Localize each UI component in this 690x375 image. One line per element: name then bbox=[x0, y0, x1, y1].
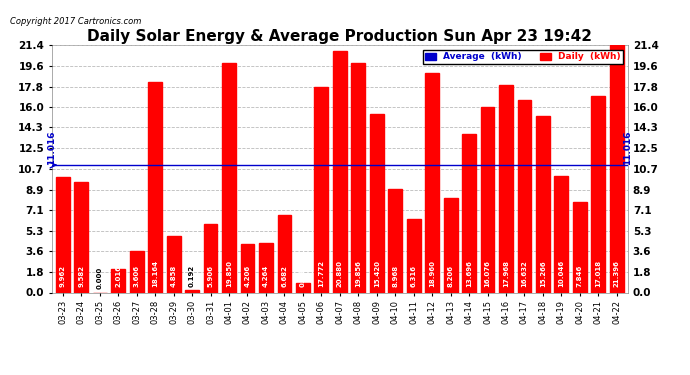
Bar bbox=[407, 219, 421, 292]
Bar bbox=[425, 73, 439, 292]
Bar bbox=[111, 269, 125, 292]
Text: 8.206: 8.206 bbox=[448, 265, 453, 287]
Bar bbox=[204, 224, 217, 292]
Text: 0.192: 0.192 bbox=[189, 265, 195, 287]
Text: 16.076: 16.076 bbox=[484, 260, 491, 287]
Bar bbox=[333, 51, 347, 292]
Text: 10.046: 10.046 bbox=[558, 260, 564, 287]
Bar bbox=[351, 63, 365, 292]
Text: 9.582: 9.582 bbox=[78, 265, 84, 287]
Text: Copyright 2017 Cartronics.com: Copyright 2017 Cartronics.com bbox=[10, 17, 141, 26]
Text: 0.792: 0.792 bbox=[300, 265, 306, 287]
Text: 19.856: 19.856 bbox=[355, 260, 362, 287]
Bar bbox=[518, 100, 531, 292]
Text: 21.396: 21.396 bbox=[614, 260, 620, 287]
Text: 3.606: 3.606 bbox=[134, 265, 139, 287]
Text: 9.962: 9.962 bbox=[60, 265, 66, 287]
Bar bbox=[75, 182, 88, 292]
Text: 7.846: 7.846 bbox=[577, 264, 583, 287]
Text: 4.206: 4.206 bbox=[244, 265, 250, 287]
Bar bbox=[499, 85, 513, 292]
Bar bbox=[296, 284, 310, 292]
Text: 2.016: 2.016 bbox=[115, 265, 121, 287]
Text: 13.696: 13.696 bbox=[466, 260, 472, 287]
Text: 17.968: 17.968 bbox=[503, 260, 509, 287]
Text: 16.632: 16.632 bbox=[522, 260, 527, 287]
Title: Daily Solar Energy & Average Production Sun Apr 23 19:42: Daily Solar Energy & Average Production … bbox=[88, 29, 592, 44]
Legend: Average  (kWh), Daily  (kWh): Average (kWh), Daily (kWh) bbox=[422, 50, 623, 64]
Text: 11.016: 11.016 bbox=[47, 130, 57, 165]
Text: 4.858: 4.858 bbox=[170, 264, 177, 287]
Text: 0.000: 0.000 bbox=[97, 267, 103, 289]
Bar bbox=[555, 176, 569, 292]
Bar bbox=[481, 106, 495, 292]
Bar bbox=[259, 243, 273, 292]
Bar bbox=[315, 87, 328, 292]
Bar bbox=[241, 244, 255, 292]
Text: 20.880: 20.880 bbox=[337, 260, 343, 287]
Bar bbox=[185, 290, 199, 292]
Text: 19.850: 19.850 bbox=[226, 260, 232, 287]
Bar bbox=[591, 96, 605, 292]
Bar bbox=[277, 215, 291, 292]
Bar bbox=[388, 189, 402, 292]
Bar bbox=[573, 202, 586, 292]
Bar bbox=[462, 134, 476, 292]
Bar bbox=[370, 114, 384, 292]
Text: 4.264: 4.264 bbox=[263, 264, 269, 287]
Text: 17.772: 17.772 bbox=[318, 260, 324, 287]
Text: 8.968: 8.968 bbox=[392, 265, 398, 287]
Text: 17.018: 17.018 bbox=[595, 260, 602, 287]
Text: 6.316: 6.316 bbox=[411, 265, 417, 287]
Text: 18.164: 18.164 bbox=[152, 260, 158, 287]
Bar bbox=[148, 82, 162, 292]
Bar bbox=[222, 63, 236, 292]
Bar bbox=[610, 45, 624, 292]
Bar bbox=[167, 236, 181, 292]
Bar bbox=[56, 177, 70, 292]
Text: 15.420: 15.420 bbox=[374, 260, 380, 287]
Text: 6.682: 6.682 bbox=[282, 265, 288, 287]
Text: 5.906: 5.906 bbox=[208, 265, 214, 287]
Bar bbox=[444, 198, 457, 292]
Bar bbox=[536, 116, 550, 292]
Text: 15.266: 15.266 bbox=[540, 260, 546, 287]
Text: 18.960: 18.960 bbox=[429, 260, 435, 287]
Text: 11.016: 11.016 bbox=[623, 130, 633, 165]
Bar bbox=[130, 251, 144, 292]
